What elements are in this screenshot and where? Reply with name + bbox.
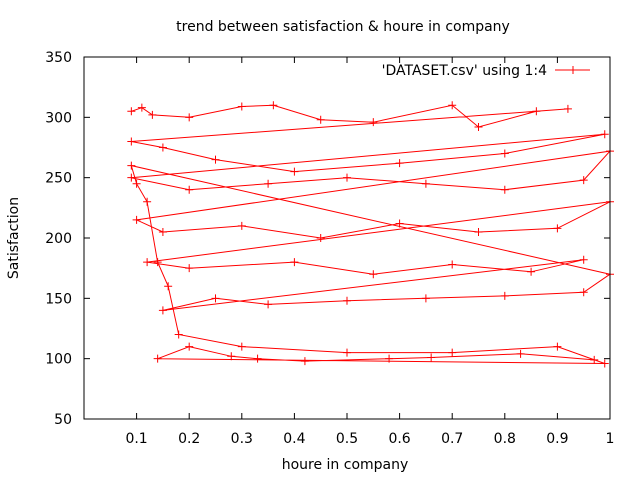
data-point [132, 179, 141, 188]
data-point [553, 224, 562, 233]
data-point [500, 185, 509, 194]
y-tick-label: 100 [45, 352, 72, 368]
data-point [448, 260, 457, 269]
data-point [153, 258, 162, 267]
data-point [269, 101, 278, 110]
data-point [579, 288, 588, 297]
data-point [143, 258, 152, 267]
data-point [127, 173, 136, 182]
data-point [158, 143, 167, 152]
x-tick-label: 0.3 [231, 431, 253, 447]
data-point [369, 270, 378, 279]
data-point [532, 107, 541, 116]
data-point [237, 221, 246, 230]
legend-label: 'DATASET.csv' using 1:4 [382, 63, 547, 79]
data-point [300, 357, 309, 366]
data-point [127, 107, 136, 116]
series-line [130, 104, 612, 364]
data-point [143, 197, 152, 206]
data-point [290, 258, 299, 267]
data-point [421, 294, 430, 303]
data-point [185, 342, 194, 351]
data-point [153, 354, 162, 363]
data-point [579, 176, 588, 185]
data-point [563, 104, 572, 113]
data-point [137, 103, 146, 112]
chart-title: trend between satisfaction & houre in co… [176, 19, 510, 35]
data-point [590, 355, 599, 364]
data-point [369, 118, 378, 127]
y-tick-label: 300 [45, 110, 72, 126]
data-point [553, 342, 562, 351]
legend-marker [569, 66, 577, 74]
data-point [427, 353, 436, 362]
data-point [448, 101, 457, 110]
data-point [516, 349, 525, 358]
data-point [600, 130, 609, 139]
data-point [227, 352, 236, 361]
x-tick-label: 0.5 [336, 431, 358, 447]
x-tick-label: 0.4 [283, 431, 305, 447]
data-point [132, 215, 141, 224]
legend: 'DATASET.csv' using 1:4 [382, 63, 590, 79]
data-point [500, 149, 509, 158]
data-point [127, 161, 136, 170]
data-point [343, 173, 351, 182]
y-tick-label: 200 [45, 231, 72, 247]
data-point [500, 291, 509, 300]
data-point [185, 264, 194, 273]
x-tick-label: 0.1 [125, 431, 147, 447]
data-point [579, 255, 588, 264]
data-point [290, 167, 299, 176]
data-point [343, 348, 351, 357]
y-axis-label: Satisfaction [6, 197, 22, 279]
y-tick-label: 350 [45, 50, 72, 66]
x-tick-label: 0.6 [388, 431, 410, 447]
data-point [237, 342, 246, 351]
data-point [316, 115, 325, 124]
data-point [211, 294, 220, 303]
series-group [127, 101, 614, 368]
data-point [385, 354, 394, 363]
x-tick-label: 0.7 [441, 431, 463, 447]
data-point [127, 137, 136, 146]
data-point [448, 348, 457, 357]
data-point [185, 113, 194, 122]
data-point [253, 354, 262, 363]
data-point [174, 330, 183, 339]
data-point [148, 110, 157, 119]
data-point [237, 102, 246, 111]
data-point [395, 159, 404, 168]
data-point [474, 227, 483, 236]
data-point [264, 300, 273, 309]
data-point [395, 219, 404, 228]
data-point [264, 179, 273, 188]
x-tick-label: 0.2 [178, 431, 200, 447]
data-point [316, 234, 325, 242]
data-point [211, 155, 220, 164]
data-point [600, 359, 609, 368]
ticks-group: 0.1 0.2 0.3 0.4 0.5 0.6 0.7 0.8 0.9 1501001502002… [45, 50, 614, 447]
y-tick-label: 250 [45, 171, 72, 187]
data-point [158, 227, 167, 236]
x-tick-label: 0.9 [546, 431, 568, 447]
data-point [421, 179, 430, 188]
x-axis-label: houre in company [282, 457, 409, 473]
data-point [343, 296, 351, 305]
data-point [527, 267, 536, 276]
y-tick-label: 150 [45, 291, 72, 307]
data-point [185, 185, 194, 194]
data-point [474, 122, 483, 131]
plot-border [83, 56, 611, 420]
y-tick-label: 50 [54, 412, 72, 428]
x-tick-label: 0.8 [494, 431, 516, 447]
x-tick-label: 1 [606, 431, 615, 447]
data-point [158, 306, 167, 315]
data-point [164, 282, 173, 291]
